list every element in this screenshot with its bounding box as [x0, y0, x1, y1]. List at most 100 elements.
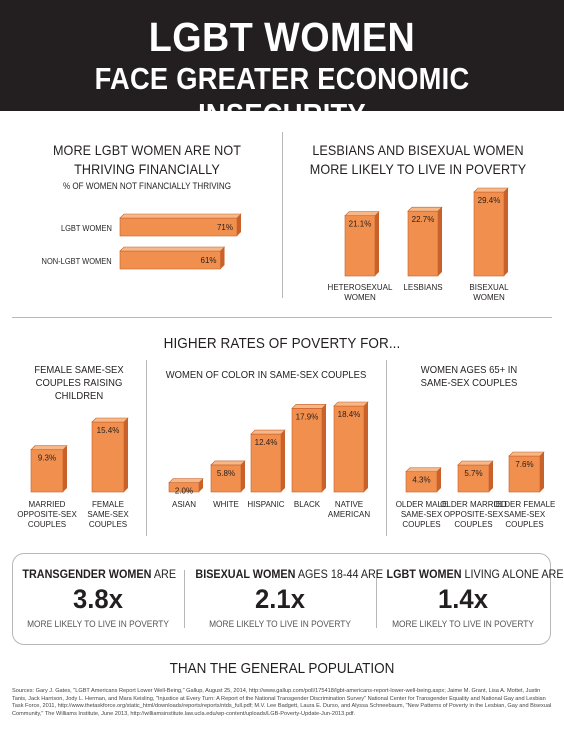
section1-title-line2: THRIVING FINANCIALLY [74, 161, 220, 177]
divider-mid-right [386, 360, 387, 536]
s3b-bar-3 [291, 404, 327, 493]
s2-bar-value-1: 22.7% [412, 215, 435, 224]
s3c-bar-0 [405, 467, 442, 493]
section2-title-line1: LESBIANS AND BISEXUAL WOMEN [312, 142, 524, 158]
stat-lgbt-alone-caption: MORE LIKELY TO LIVE IN POVERTY [392, 619, 534, 630]
divider-middle-horizontal [12, 317, 552, 318]
s3b-bar-value-2: 12.4% [255, 438, 278, 447]
s3b-bar-0 [168, 478, 204, 493]
s3b-bar-value-0: 2.0% [175, 487, 193, 496]
s3c-bar-1 [457, 460, 494, 493]
stat-bisexual-bold: BISEXUAL WOMEN [195, 567, 296, 581]
stat-bisexual-heading: BISEXUAL WOMEN AGES 18-44 ARE [195, 567, 383, 581]
s2-bar-value-2: 29.4% [478, 196, 501, 205]
s3b-cat-1-line0: WHITE [213, 500, 239, 509]
s2-cat-2-line1: WOMEN [473, 293, 505, 302]
page-title: LGBT WOMEN [148, 14, 416, 60]
s1-bar-value-0: 71% [217, 223, 233, 232]
stat-transgender-value: 3.8x [73, 584, 123, 614]
s3a-cat-1-line1: SAME-SEX [87, 510, 129, 519]
s1-bar-1 [119, 246, 226, 270]
s3c-cat-2-line1: SAME-SEX [504, 510, 546, 519]
s2-bar-value-0: 21.1% [349, 220, 372, 229]
stat-transgender-rest: ARE [151, 567, 177, 581]
footer-title: THAN THE GENERAL POPULATION [169, 660, 395, 677]
s2-cat-2-line0: BISEXUAL [469, 283, 509, 292]
s2-cat-1-line0: LESBIANS [403, 283, 442, 292]
s2-cat-0-line1: WOMEN [344, 293, 376, 302]
s3a-cat-1-line2: COUPLES [89, 520, 127, 529]
s3b-bar-1 [210, 460, 246, 493]
s3b-cat-4-line0: NATIVE [335, 500, 363, 509]
sub-c-title-line2: SAME-SEX COUPLES [420, 377, 518, 389]
s2-bar-2 [473, 187, 509, 277]
stats-divider-2 [376, 570, 377, 628]
s3b-cat-0-line0: ASIAN [172, 500, 196, 509]
s3b-cat-3-line0: BLACK [294, 500, 321, 509]
stat-transgender-bold: TRANSGENDER WOMEN [22, 567, 152, 581]
s1-bar-value-1: 61% [201, 256, 217, 265]
s3c-bar-value-1: 5.7% [464, 469, 482, 478]
stat-lgbt-alone-value: 1.4x [438, 584, 488, 614]
s3b-bar-4 [333, 401, 369, 493]
s3a-cat-0-line2: COUPLES [28, 520, 66, 529]
s2-bar-1 [407, 206, 443, 277]
s3a-bar-0 [30, 445, 68, 493]
s3c-cat-1-line0: OLDER MARRIED [440, 500, 507, 509]
s1-bar-0 [119, 213, 242, 237]
s3c-bar-value-2: 7.6% [515, 460, 533, 469]
s3a-cat-0-line0: MARRIED [29, 500, 66, 509]
s3a-bar-value-0: 9.3% [38, 454, 56, 463]
sub-a-title-line1: FEMALE SAME-SEX [34, 364, 124, 376]
divider-mid-left [146, 360, 147, 536]
stat-transgender-caption: MORE LIKELY TO LIVE IN POVERTY [27, 619, 169, 630]
s3a-bar-value-1: 15.4% [97, 426, 120, 435]
s3b-bar-value-3: 17.9% [296, 412, 319, 421]
sub-b-title: WOMEN OF COLOR IN SAME-SEX COUPLES [165, 369, 367, 381]
stats-divider-1 [184, 570, 185, 628]
section2-title-line2: MORE LIKELY TO LIVE IN POVERTY [309, 161, 527, 177]
sources-text: Sources: Gary J. Gates, "LGBT Americans … [12, 688, 552, 717]
s3b-bar-2 [250, 429, 286, 493]
sub-a-title-line2: COUPLES RAISING CHILDREN [35, 377, 123, 402]
s3c-cat-2-line0: OLDER FEMALE [494, 500, 556, 509]
s3c-cat-0-line1: SAME-SEX [401, 510, 443, 519]
sub-c-title-line1: WOMEN AGES 65+ IN [420, 364, 518, 376]
stat-lgbt-alone-heading: LGBT WOMEN LIVING ALONE ARE [386, 567, 564, 581]
s2-cat-0-line0: HETEROSEXUAL [328, 283, 393, 292]
s3b-cat-2-line0: HISPANIC [247, 500, 284, 509]
stat-bisexual: BISEXUAL WOMEN AGES 18-44 ARE 2.1x MORE … [186, 567, 383, 630]
stat-bisexual-caption: MORE LIKELY TO LIVE IN POVERTY [209, 619, 351, 630]
divider-top-vertical [282, 132, 283, 298]
stat-bisexual-rest: AGES 18-44 ARE [295, 567, 384, 581]
section1-title-line1: MORE LGBT WOMEN ARE NOT [52, 142, 242, 158]
s1-row-label-non-lgbt: NON-LGBT WOMEN [41, 256, 112, 266]
s3c-cat-1-line2: COUPLES [454, 520, 492, 529]
s3b-bar-value-1: 5.8% [217, 469, 235, 478]
header-banner: LGBT WOMEN FACE GREATER ECONOMIC INSECUR… [0, 0, 564, 132]
stats-box [12, 553, 551, 645]
stat-lgbt-alone-bold: LGBT WOMEN [386, 567, 462, 581]
page-subtitle: FACE GREATER ECONOMIC INSECURITY [94, 61, 470, 132]
s3c-bar-value-0: 4.3% [412, 476, 430, 485]
section1-subtitle: % OF WOMEN NOT FINANCIALLY THRIVING [62, 181, 232, 192]
s3c-cat-0-line2: COUPLES [402, 520, 440, 529]
stat-transgender: TRANSGENDER WOMEN ARE 3.8x MORE LIKELY T… [14, 567, 182, 630]
s3a-cat-0-line1: OPPOSITE-SEX [17, 510, 77, 519]
stat-lgbt-alone: LGBT WOMEN LIVING ALONE ARE 1.4x MORE LI… [378, 567, 564, 630]
s3b-cat-4-line1: AMERICAN [328, 510, 370, 519]
s3c-bar-2 [508, 451, 545, 493]
s1-row-label-lgbt: LGBT WOMEN [61, 223, 112, 233]
s2-bar-0 [344, 211, 380, 277]
stat-transgender-heading: TRANSGENDER WOMEN ARE [22, 567, 177, 581]
s3c-cat-1-line1: OPPOSITE-SEX [444, 510, 504, 519]
s3c-cat-2-line2: COUPLES [505, 520, 543, 529]
section3-title: HIGHER RATES OF POVERTY FOR... [163, 335, 401, 352]
stat-bisexual-value: 2.1x [255, 584, 305, 614]
s3b-bar-value-4: 18.4% [338, 410, 361, 419]
s3c-cat-0-line0: OLDER MALE [396, 500, 448, 509]
s3a-cat-1-line0: FEMALE [92, 500, 124, 509]
s3a-bar-1 [91, 417, 129, 493]
stat-lgbt-alone-rest: LIVING ALONE ARE [461, 567, 564, 581]
